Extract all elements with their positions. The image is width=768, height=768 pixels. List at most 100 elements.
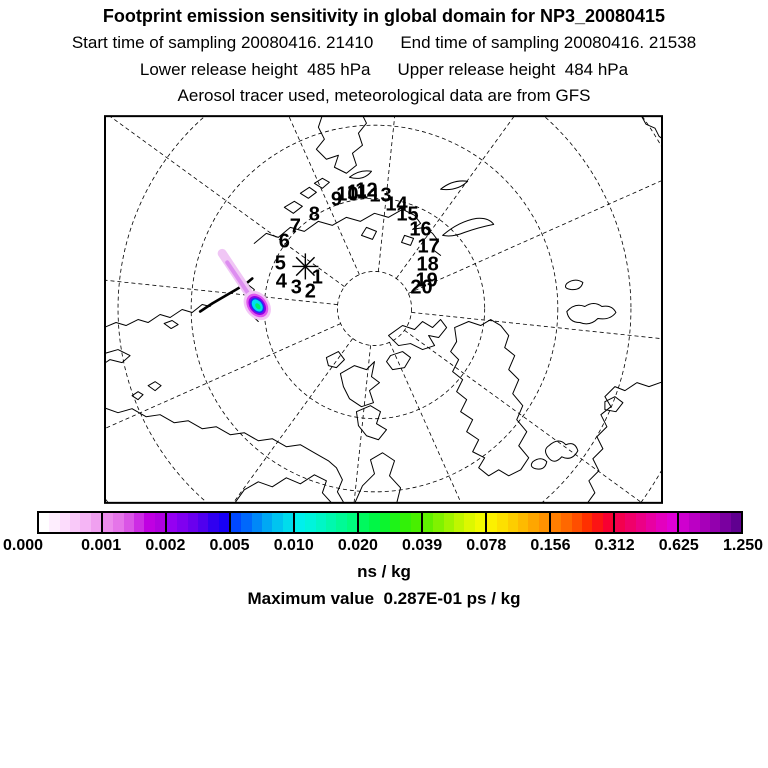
coastline-path	[566, 302, 617, 325]
colorbar-cell	[379, 513, 390, 532]
colorbar-tick-labels: 0.000 0.001 0.002 0.005 0.010 0.020 0.039 0.078…	[0, 537, 768, 555]
colorbar-cell	[241, 513, 252, 532]
colorbar-tick-label: 0.020	[337, 537, 378, 554]
colorbar-segment	[357, 513, 421, 532]
coastline-path	[388, 319, 448, 351]
colorbar-cell	[208, 513, 219, 532]
colorbar-tick-label: 1.250	[722, 537, 764, 554]
coastline-path	[530, 458, 548, 470]
colorbar-cell	[133, 513, 145, 532]
colorbar-units: ns / kg	[357, 562, 411, 581]
receptor-point-label: 3	[291, 276, 302, 298]
colorbar-cell	[699, 513, 710, 532]
colorbar-cell	[635, 513, 646, 532]
meridian-line	[109, 116, 345, 288]
receptor-point-label: 9	[331, 188, 342, 210]
colorbar-cell	[177, 513, 188, 532]
colorbar-tick-label: 0.001	[81, 537, 122, 554]
meridian-line	[288, 116, 360, 275]
meridian-line	[389, 342, 462, 503]
colorbar-cell	[49, 513, 60, 532]
colorbar-cell	[645, 513, 657, 532]
colorbar-segment	[677, 513, 741, 532]
colorbar-segment	[613, 513, 677, 532]
colorbar-cell	[80, 513, 91, 532]
coastline-path	[105, 349, 131, 364]
end-time-label: End time of sampling 20080416. 21538	[400, 33, 697, 52]
meridian-line	[404, 329, 643, 503]
colorbar-tick-label: 0.625	[658, 537, 699, 554]
colorbar-tick-label: 0.039	[402, 537, 443, 554]
colorbar-cell	[720, 513, 731, 532]
source-asterisk-marker	[292, 253, 319, 280]
plot-title: Footprint emission sensitivity in global…	[102, 6, 666, 26]
colorbar-cell	[59, 513, 70, 532]
coastlines	[105, 116, 662, 503]
meridian-line	[377, 116, 396, 272]
coastline-path	[348, 170, 372, 179]
coastline-path	[354, 452, 402, 503]
receptor-point-label: 8	[309, 203, 320, 225]
colorbar-cell	[325, 513, 337, 532]
colorbar-cell	[602, 513, 613, 532]
lower-release-label: Lower release height 485 hPa	[139, 60, 371, 79]
coastline-path	[253, 208, 442, 256]
coastline-path	[450, 319, 530, 477]
colorbar-cell	[443, 513, 454, 532]
colorbar-cell	[581, 513, 593, 532]
colorbar-cell	[571, 513, 582, 532]
colorbar-tick-label: 0.002	[145, 537, 186, 554]
colorbar-cell	[592, 513, 603, 532]
colorbar-segment	[485, 513, 549, 532]
receptor-point-label: 7	[290, 215, 301, 237]
receptor-point-label: 1	[312, 266, 323, 288]
coastline-path	[325, 351, 345, 369]
receptor-point-label: 2	[305, 280, 316, 302]
colorbar-cell	[197, 513, 209, 532]
colorbar-tick-label: 0.078	[466, 537, 507, 554]
receptor-point-label: 6	[279, 230, 290, 252]
colorbar-cell	[282, 513, 293, 532]
release-heights-row: Lower release height 485 hPa Upper relea…	[0, 60, 768, 80]
colorbar-cell	[689, 513, 700, 532]
emission-plume	[217, 248, 271, 321]
coastline-path	[339, 361, 380, 408]
coastline-path	[105, 303, 211, 328]
coastline-path	[545, 440, 579, 462]
coastline-path	[299, 186, 317, 199]
colorbar-cell	[359, 513, 370, 532]
colorbar-segment	[165, 513, 229, 532]
colorbar-segment	[229, 513, 293, 532]
coastline-path	[147, 381, 162, 392]
colorbar-cell	[487, 513, 498, 532]
colorbar-cell	[561, 513, 572, 532]
start-time-label: Start time of sampling 20080416. 21410	[71, 33, 374, 52]
receptor-point-label: 5	[275, 252, 286, 274]
colorbar-cell	[144, 513, 155, 532]
colorbar-cell	[315, 513, 326, 532]
colorbar-cell	[615, 513, 626, 532]
coastline-path	[163, 320, 179, 330]
colorbar-cell	[39, 513, 50, 532]
coastline-path	[442, 217, 495, 237]
colorbar-tick-label: 0.000	[2, 537, 44, 554]
colorbar-cell	[389, 513, 401, 532]
colorbar-cell	[666, 513, 677, 532]
colorbar-segment	[293, 513, 357, 532]
meridian-line	[411, 311, 662, 340]
coastline-path	[440, 180, 469, 191]
receptor-point-label: 13	[369, 184, 391, 206]
coastline-path	[313, 177, 330, 189]
colorbar-cell	[497, 513, 508, 532]
colorbar-cell	[218, 513, 229, 532]
asterisk-spoke	[295, 256, 316, 277]
plume-core-green	[255, 303, 261, 310]
colorbar-cell	[90, 513, 101, 532]
colorbar-cell	[346, 513, 357, 532]
latitude-circle	[190, 124, 559, 493]
graticule-grid	[105, 116, 662, 503]
latitude-circle	[105, 116, 662, 503]
colorbar-segment	[549, 513, 613, 532]
latitude-circle	[117, 116, 632, 503]
